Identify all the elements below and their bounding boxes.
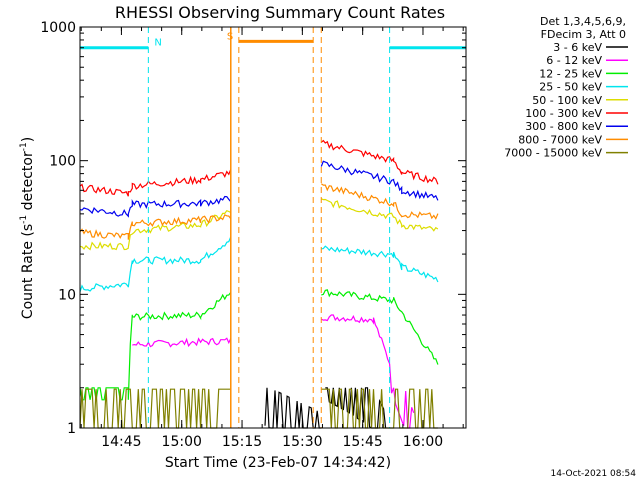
series-5-segment-1 bbox=[320, 139, 439, 185]
legend-label-1: 6 - 12 keV bbox=[546, 54, 602, 67]
x-tick-label-2: 15:15 bbox=[222, 434, 262, 450]
series-1-segment-1 bbox=[321, 314, 415, 429]
legend-label-3: 25 - 50 keV bbox=[539, 81, 602, 94]
y-tick-label-1: 10 bbox=[58, 287, 76, 303]
legend-header-0: Det 1,3,4,5,6,9, bbox=[540, 15, 626, 28]
y-label-sup2: -1 bbox=[19, 142, 29, 151]
series-6-segment-1 bbox=[320, 160, 439, 201]
plot-area bbox=[79, 139, 439, 429]
series-5 bbox=[79, 139, 439, 197]
x-axis-label: Start Time (23-Feb-07 14:34:42) bbox=[165, 455, 391, 471]
series-6 bbox=[79, 160, 439, 218]
series-7-segment-0 bbox=[79, 214, 232, 240]
legend-label-0: 3 - 6 keV bbox=[553, 41, 602, 54]
x-tick-label-3: 15:30 bbox=[282, 434, 322, 450]
legend-label-4: 50 - 100 keV bbox=[532, 94, 602, 107]
series-8 bbox=[79, 388, 438, 429]
y-axis-label: Count Rate (s-1 detector-1) bbox=[19, 137, 36, 319]
y-label-main: Count Rate (s bbox=[20, 224, 36, 319]
y-tick-label-0: 1 bbox=[67, 421, 76, 437]
flag-label-1: S bbox=[227, 31, 233, 42]
y-label-mid: detector bbox=[20, 151, 36, 215]
series-7-segment-1 bbox=[320, 183, 439, 220]
axes: 1 10 100 1000 14:45 15:00 15:15 15:30 15:45 16:00 bbox=[40, 20, 467, 450]
legend-label-7: 800 - 7000 keV bbox=[518, 133, 602, 146]
y-tick-label-2: 100 bbox=[49, 154, 76, 170]
legend-label-8: 7000 - 15000 keV bbox=[504, 147, 602, 160]
flag-label-0: N bbox=[154, 38, 161, 49]
series-1-segment-0 bbox=[132, 337, 232, 348]
legend-label-5: 100 - 300 keV bbox=[525, 107, 602, 120]
x-tick-label-4: 15:45 bbox=[342, 434, 382, 450]
series-3-segment-1 bbox=[321, 245, 439, 283]
series-4-segment-0 bbox=[79, 209, 232, 251]
series-2 bbox=[79, 289, 439, 401]
y-label-sup1: -1 bbox=[19, 215, 29, 224]
x-tick-label-5: 16:00 bbox=[403, 434, 443, 450]
x-tick-label-1: 15:00 bbox=[162, 434, 202, 450]
y-label-end: ) bbox=[20, 137, 36, 142]
series-4-segment-1 bbox=[321, 198, 439, 232]
legend-header-1: FDecim 3, Att 0 bbox=[541, 28, 626, 41]
series-3-segment-0 bbox=[79, 236, 232, 292]
series-6-segment-0 bbox=[79, 195, 232, 218]
series-1 bbox=[132, 314, 415, 429]
legend: Det 1,3,4,5,6,9,FDecim 3, Att 03 - 6 keV… bbox=[504, 15, 628, 160]
series-2-segment-0 bbox=[79, 291, 232, 401]
series-5-segment-0 bbox=[79, 169, 232, 197]
plot-frame bbox=[79, 26, 467, 429]
series-3 bbox=[79, 236, 439, 292]
chart-title: RHESSI Observing Summary Count Rates bbox=[115, 3, 445, 22]
legend-label-6: 300 - 800 keV bbox=[525, 120, 602, 133]
series-7 bbox=[79, 183, 439, 240]
series-8-segment-0 bbox=[79, 388, 231, 429]
timestamp: 14-Oct-2021 08:54 bbox=[551, 469, 637, 479]
series-2-segment-1 bbox=[321, 289, 439, 365]
y-tick-label-3: 1000 bbox=[40, 20, 76, 36]
legend-label-2: 12 - 25 keV bbox=[539, 67, 602, 80]
series-4 bbox=[79, 198, 439, 251]
x-tick-label-0: 14:45 bbox=[101, 434, 141, 450]
